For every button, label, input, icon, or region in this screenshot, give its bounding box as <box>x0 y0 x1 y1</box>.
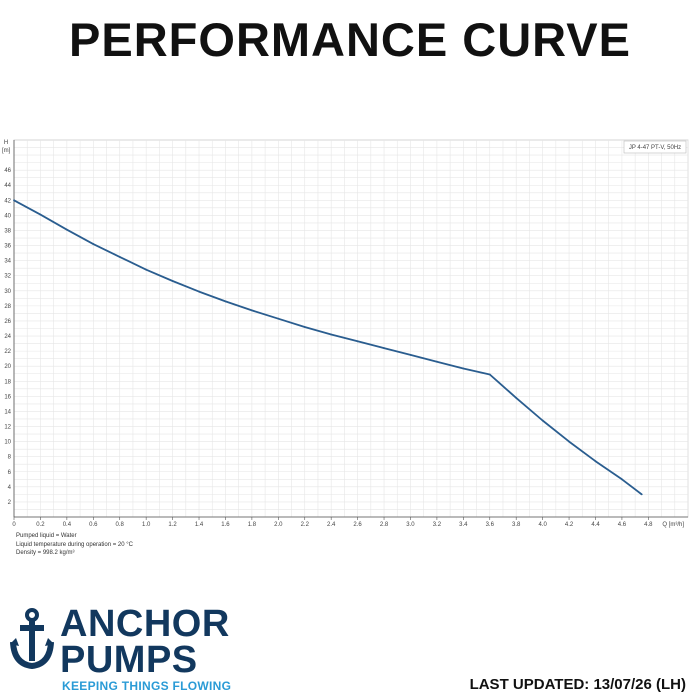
x-tick-label: 3.6 <box>486 522 495 528</box>
y-tick-label: 20 <box>4 364 11 370</box>
x-tick-label: 1.6 <box>221 522 230 528</box>
data-point <box>118 255 121 258</box>
data-point <box>594 460 597 463</box>
y-tick-label: 30 <box>4 289 11 295</box>
data-point <box>39 213 42 216</box>
brand-tagline: KEEPING THINGS FLOWING <box>62 679 232 693</box>
data-point <box>541 419 544 422</box>
y-tick-label: 24 <box>4 334 11 340</box>
y-tick-label: 42 <box>4 198 11 204</box>
data-point <box>250 309 253 312</box>
x-tick-label: 2.2 <box>301 522 310 528</box>
y-tick-label: 36 <box>4 244 11 250</box>
x-tick-label: 2.8 <box>380 522 389 528</box>
data-point <box>621 478 623 481</box>
note-liquid: Pumped liquid = Water <box>16 533 77 539</box>
x-tick-label: 4.0 <box>538 522 547 528</box>
x-tick-label: 1.0 <box>142 522 151 528</box>
data-point <box>330 333 333 336</box>
data-point <box>515 396 518 399</box>
x-tick-label: 0.8 <box>116 522 125 528</box>
y-tick-label: 32 <box>4 274 11 280</box>
x-tick-label: 0.4 <box>63 522 72 528</box>
data-point <box>171 280 174 282</box>
x-tick-label: 2.4 <box>327 522 336 528</box>
x-tick-label: 2.0 <box>274 522 283 528</box>
y-tick-label: 16 <box>4 394 11 400</box>
x-tick-label: 0.6 <box>89 522 98 528</box>
legend-label: JP 4-47 PT-V, 50Hz <box>629 145 681 151</box>
y-tick-label: 26 <box>4 319 11 325</box>
legend-box <box>623 140 687 154</box>
data-point <box>436 360 438 363</box>
data-point <box>198 290 200 293</box>
data-point <box>356 340 359 343</box>
y-tick-label: 38 <box>4 228 11 234</box>
y-tick-label: 40 <box>4 213 11 219</box>
x-tick-label: 3.0 <box>406 522 415 528</box>
note-temperature: Liquid temperature during operation = 20… <box>16 541 133 548</box>
y-tick-label: 12 <box>4 425 11 431</box>
x-tick-label: 3.8 <box>512 522 521 528</box>
y-tick-label: 10 <box>4 440 11 446</box>
brand-name-line1: ANCHOR <box>60 603 230 645</box>
data-point <box>65 228 68 231</box>
x-tick-label: 4.4 <box>591 522 600 528</box>
x-tick-label: 1.2 <box>168 522 177 528</box>
x-tick-label: 1.4 <box>195 522 204 528</box>
y-tick-label: 28 <box>4 304 11 310</box>
y-tick-label: 22 <box>4 349 11 355</box>
y-axis-unit: [m] <box>2 148 11 154</box>
data-point <box>640 493 643 496</box>
page-title: PERFORMANCE CURVE <box>69 13 631 66</box>
y-tick-label: 44 <box>4 183 11 189</box>
y-tick-label: 4 <box>8 485 12 491</box>
x-tick-label: 3.2 <box>433 522 442 528</box>
data-point <box>303 326 306 328</box>
data-point <box>383 347 385 350</box>
y-tick-label: 14 <box>4 409 11 415</box>
data-point <box>13 199 15 202</box>
x-tick-label: 2.6 <box>353 522 362 528</box>
x-tick-label: 0.2 <box>36 522 45 528</box>
x-tick-label: 1.8 <box>248 522 257 528</box>
y-tick-label: 8 <box>8 455 12 461</box>
data-point <box>224 300 227 303</box>
data-point <box>568 440 570 443</box>
x-tick-label: 4.2 <box>565 522 574 528</box>
x-axis-label: Q [m³/h] <box>662 522 684 528</box>
brand-name-line2: PUMPS <box>60 639 198 681</box>
data-point <box>277 317 280 320</box>
data-point <box>145 268 148 271</box>
pump-notes: Pumped liquid = Water Liquid temperature… <box>16 532 133 558</box>
data-point <box>488 373 491 376</box>
anchor-icon <box>10 608 54 670</box>
x-tick-label: 4.8 <box>644 522 653 528</box>
performance-chart: 0 0.2 0.4 0.6 0.8 1.0 1.2 1.4 1.6 1.8 2.0 2.2 2.4 2.6… <box>2 139 689 528</box>
x-tick-label: 0 <box>12 522 16 528</box>
y-axis-label: H <box>4 140 8 146</box>
y-tick-label: 18 <box>4 379 11 385</box>
x-tick-label: 3.4 <box>459 522 468 528</box>
last-updated: LAST UPDATED: 13/07/26 (LH) <box>469 676 686 693</box>
y-tick-label: 2 <box>8 500 12 506</box>
note-density: Density = 998.2 kg/m³ <box>16 550 75 556</box>
data-point <box>462 367 465 370</box>
y-tick-label: 46 <box>4 168 11 174</box>
data-point <box>409 353 412 356</box>
brand-name: ANCHOR PUMPS <box>60 603 290 681</box>
y-tick-label: 6 <box>8 470 12 476</box>
x-tick-label: 4.6 <box>618 522 627 528</box>
y-tick-label: 34 <box>4 259 11 265</box>
data-point <box>92 243 95 245</box>
